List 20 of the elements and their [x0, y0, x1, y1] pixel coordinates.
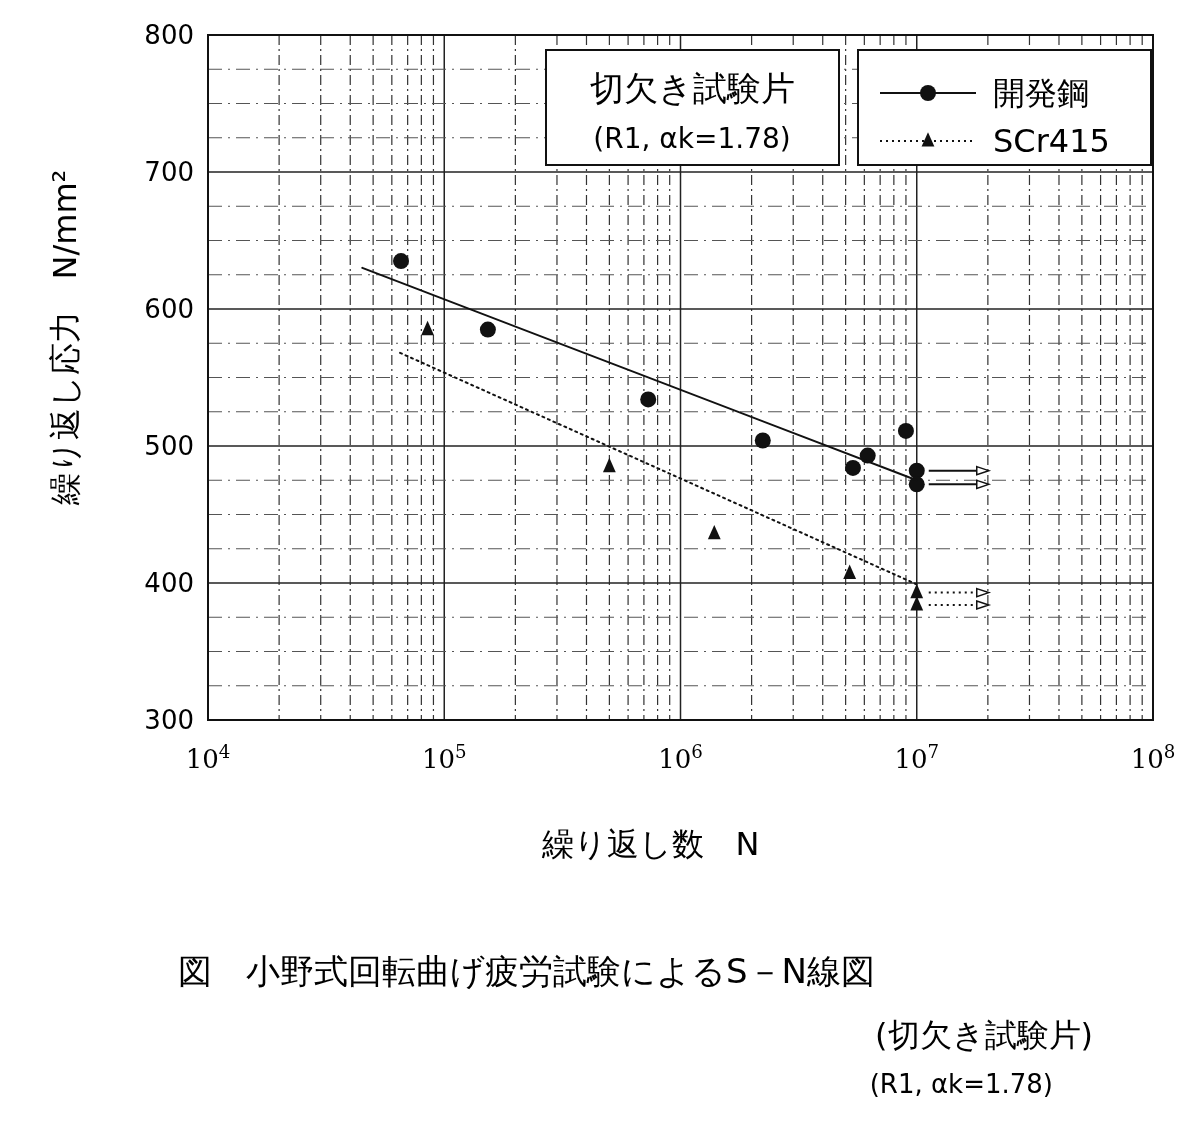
y-axis-title: 繰り返し応力 N/mm² — [46, 169, 84, 507]
y-tick-label: 600 — [144, 294, 194, 324]
x-tick-label: 10$^{7}$ — [894, 740, 940, 774]
y-tick-label: 300 — [144, 705, 194, 735]
y-tick-label: 500 — [144, 431, 194, 461]
legend-label: 開発鋼 — [993, 74, 1089, 112]
x-axis-title: 繰り返し数 N — [540, 825, 760, 863]
x-tick-label: 10$^{8}$ — [1130, 740, 1176, 774]
annotation: (R1, αk=1.78) — [593, 122, 791, 155]
legend-label: SCr415 — [993, 122, 1110, 160]
x-tick-label: 10$^{6}$ — [658, 740, 703, 774]
x-tick-label: 10$^{4}$ — [185, 740, 231, 774]
y-tick-label: 800 — [144, 20, 194, 50]
text: 図 小野式回転曲げ疲労試験によるS－N線図 — [178, 951, 876, 991]
annotation: 切欠き試験片 — [589, 68, 795, 108]
y-tick-label: 400 — [144, 568, 194, 598]
text: (R1, αk=1.78) — [869, 1069, 1053, 1099]
y-tick-label: 700 — [144, 157, 194, 187]
x-tick-label: 10$^{5}$ — [421, 740, 467, 774]
text: (切欠き試験片) — [875, 1016, 1093, 1054]
